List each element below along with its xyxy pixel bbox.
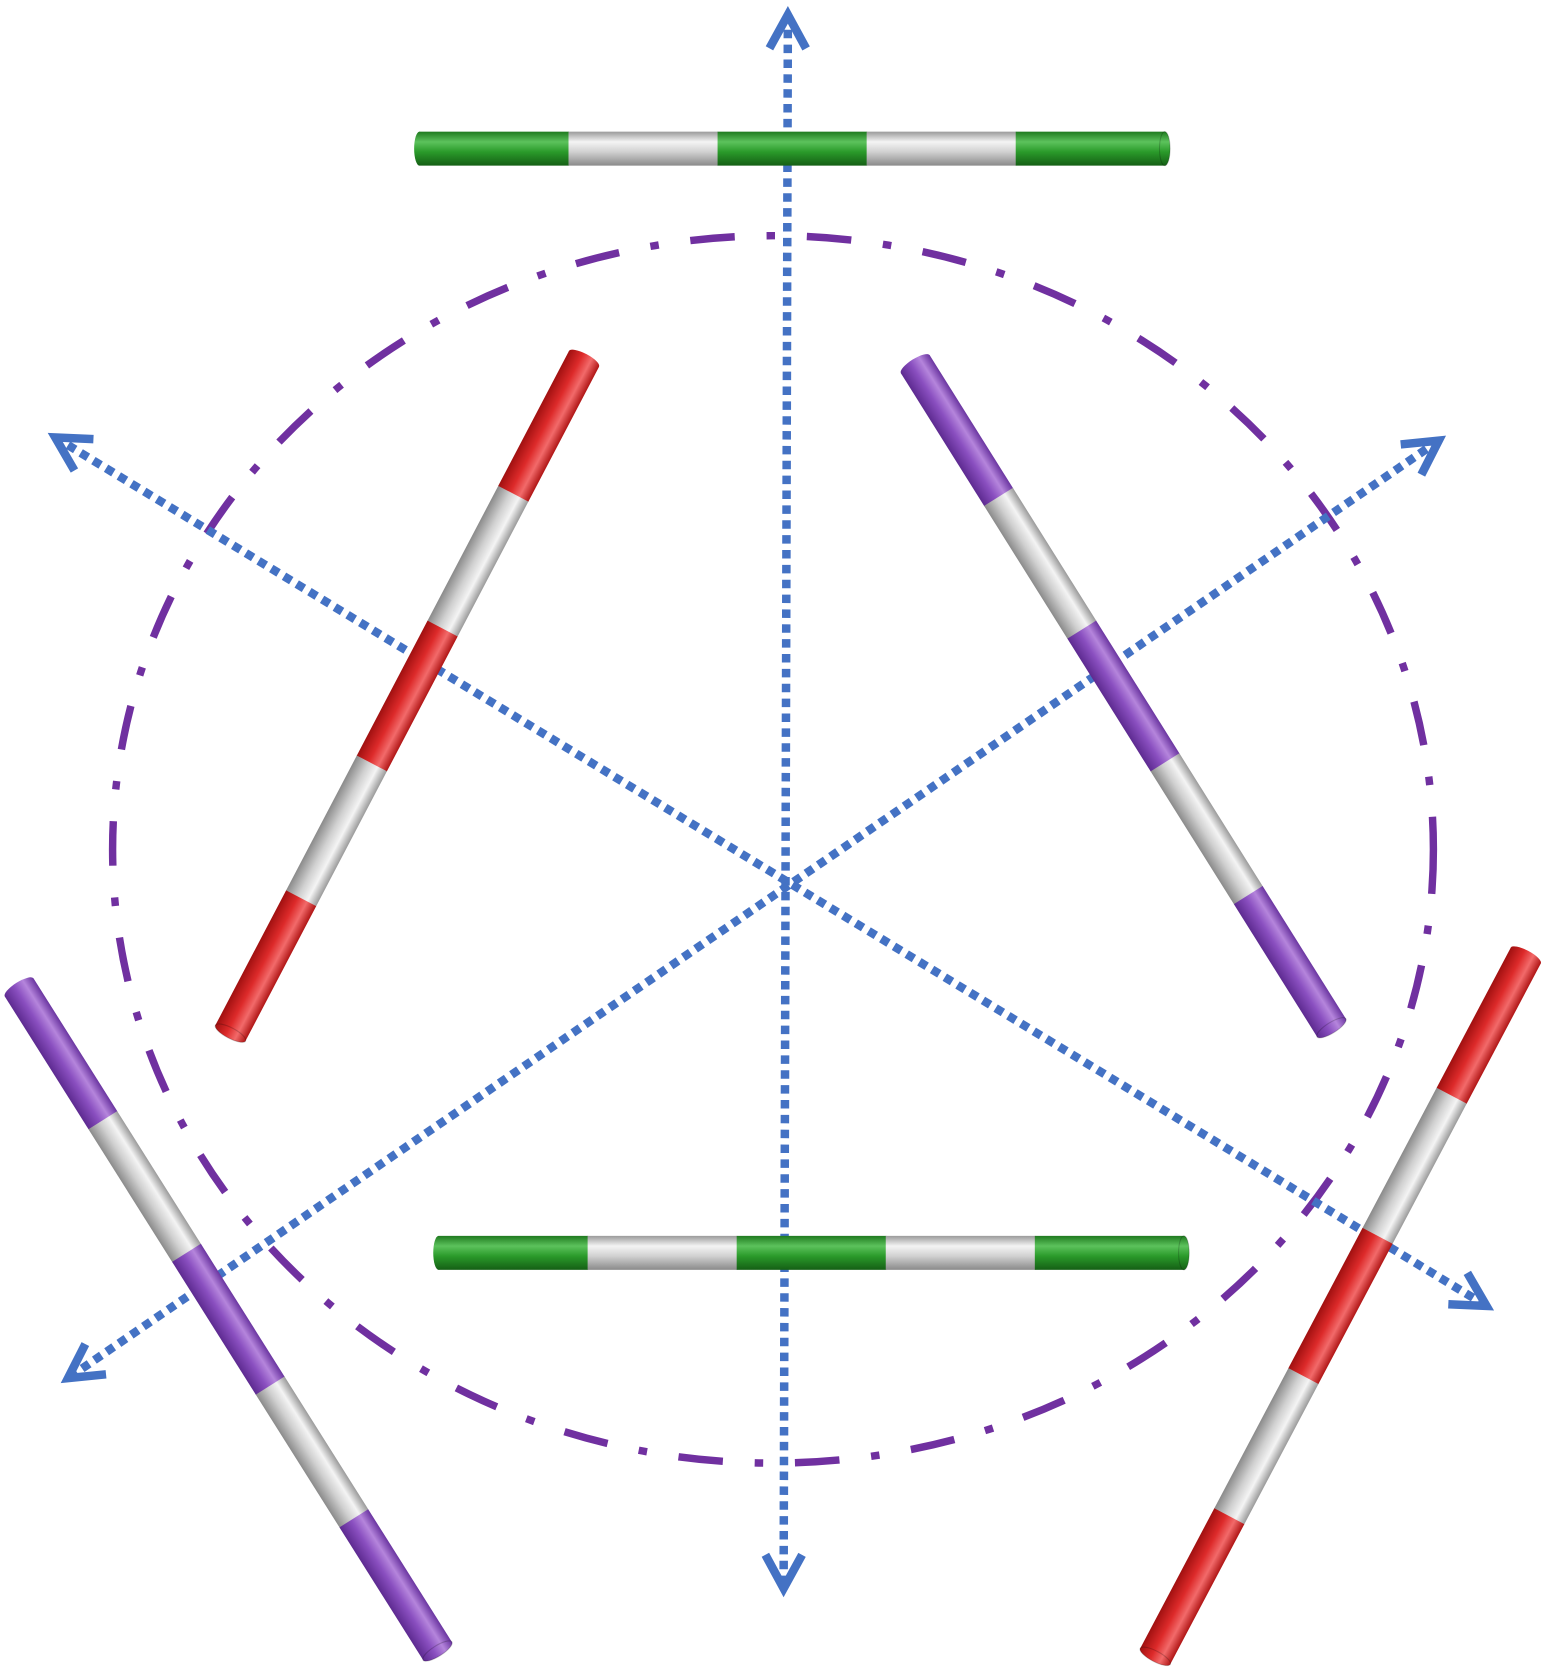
dotted-axis [779, 14, 793, 1589]
rod-segment [866, 131, 1017, 166]
rod-segment [717, 131, 868, 166]
rod-segment [1362, 1087, 1467, 1245]
rod [1139, 946, 1541, 1667]
rod-segment [1015, 131, 1166, 166]
rod-segment [1150, 753, 1263, 905]
rod [433, 1235, 1190, 1271]
arrowhead [1400, 435, 1447, 477]
dotted-axis [53, 433, 1489, 1310]
rod-cap [1178, 1235, 1190, 1271]
rod-segment [4, 978, 118, 1130]
rod-segment [339, 1509, 453, 1661]
rod [4, 977, 453, 1662]
rod-segment [215, 890, 317, 1042]
rod-cap [422, 1640, 453, 1662]
arrowhead [765, 6, 810, 51]
arrowhead [47, 432, 94, 473]
rod-segment [438, 1235, 589, 1270]
rod-cap [1510, 946, 1541, 965]
rod-cap [1139, 1646, 1171, 1667]
rod-segment [1067, 620, 1180, 772]
rod-segment [88, 1111, 202, 1263]
rod-segment [427, 485, 529, 637]
rod-segment [356, 620, 458, 772]
rod [414, 131, 1171, 167]
rod-segment [1214, 1368, 1319, 1525]
rod-segment [285, 755, 387, 907]
rod-segment [1233, 886, 1347, 1038]
dash-dot-circle [108, 231, 1438, 1467]
arrowhead [60, 1342, 107, 1384]
rod-segment [172, 1243, 285, 1396]
rod-segment [885, 1235, 1036, 1270]
rod-cap [214, 1023, 247, 1043]
rod-segment [419, 131, 570, 166]
dotted-axis [65, 437, 1442, 1382]
rod [214, 349, 600, 1043]
rod [900, 354, 1347, 1039]
rod-cap [1316, 1017, 1347, 1039]
rod-segment [900, 355, 1014, 507]
rod-segment [1034, 1235, 1185, 1270]
rod-cap [568, 349, 600, 369]
rod-segment [255, 1376, 369, 1528]
rod-segment [736, 1235, 887, 1270]
rod-segment [568, 131, 719, 166]
axes [47, 6, 1495, 1598]
rod-segment [984, 487, 1097, 640]
rod-segment [1288, 1227, 1393, 1385]
rod-cap [433, 1235, 444, 1270]
rod-cap [414, 131, 425, 166]
rod-segment [1436, 947, 1541, 1105]
rod-cap [1158, 131, 1171, 167]
arrowhead [1448, 1270, 1495, 1311]
rod-cap [4, 977, 34, 998]
rods [4, 131, 1541, 1667]
rod-segment [1139, 1508, 1245, 1665]
rod-cap [900, 354, 930, 375]
rod-segment [587, 1235, 738, 1270]
arrowhead [761, 1552, 806, 1598]
rod-segment [498, 350, 600, 503]
